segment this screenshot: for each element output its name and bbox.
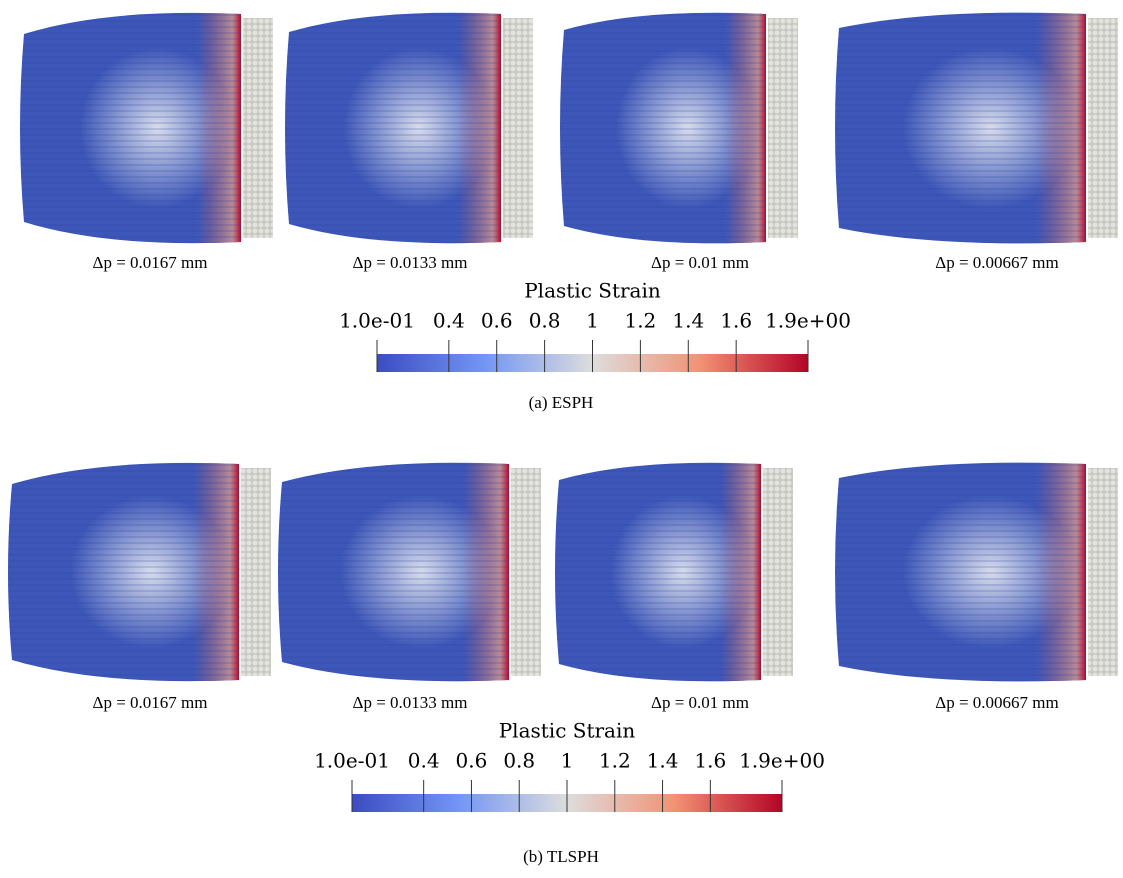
simulation-image [555,463,793,682]
specimen-particles [835,13,1086,244]
rigid-wall [763,468,793,676]
colorbar-tick-label: 1.0e-01 [314,749,390,773]
rigid-wall [241,468,271,676]
image-label: Δp = 0.01 mm [651,693,749,712]
colorbar-tick-label: 1.6 [694,749,726,773]
specimen-particles [835,463,1086,682]
colorbar-tick-label: 1.2 [624,309,656,333]
colorbar-tick-label: 0.6 [456,749,488,773]
colorbar-tick-label: 0.8 [503,749,535,773]
specimen-particles [20,13,241,243]
panel-caption: (a) ESPH [529,393,594,412]
rigid-wall [511,468,541,676]
colorbar-tick-label: 1 [561,749,574,773]
image-label: Δp = 0.0133 mm [353,693,468,712]
image-label: Δp = 0.00667 mm [935,693,1058,712]
image-label: Δp = 0.01 mm [651,253,749,272]
image-label: Δp = 0.00667 mm [935,253,1058,272]
colorbar-tick-label: 0.6 [481,309,513,333]
colorbar-tick-label: 1.9e+00 [739,749,825,773]
image-label: Δp = 0.0167 mm [93,693,208,712]
colorbar-tick-label: 1.9e+00 [765,309,851,333]
rigid-wall [768,18,798,238]
specimen-particles [555,463,761,682]
rigid-wall [1088,468,1118,676]
simulation-image [835,463,1118,682]
specimen-particles [278,463,509,681]
colorbar-tick-label: 0.8 [529,309,561,333]
panel-caption: (b) TLSPH [523,847,599,866]
colorbar-tick-label: 1 [586,309,599,333]
colorbar-tick-label: 0.4 [408,749,440,773]
colorbar-tick-label: 1.4 [647,749,679,773]
image-label: Δp = 0.0133 mm [353,253,468,272]
colorbar-title: Plastic Strain [499,719,636,743]
simulation-image [560,13,798,244]
page: Δp = 0.0167 mm Δp = 0.0133 mm Δp = 0.01 mm… [0,0,1123,878]
rigid-wall [243,18,273,238]
specimen-particles [285,13,501,243]
simulation-image [285,13,533,243]
specimen-particles [560,13,766,244]
simulation-image [278,463,541,681]
colorbar-tick-label: 1.0e-01 [339,309,415,333]
colorbar-tick-label: 1.2 [599,749,631,773]
simulation-image [8,463,271,681]
simulation-image [20,13,273,243]
rigid-wall [1088,18,1118,238]
rigid-wall [503,18,533,238]
simulation-image [835,13,1118,244]
colorbar-tick-label: 1.4 [672,309,704,333]
colorbar-tick-label: 1.6 [720,309,752,333]
figure: Δp = 0.0167 mm Δp = 0.0133 mm Δp = 0.01 mm… [0,0,1123,878]
image-label: Δp = 0.0167 mm [93,253,208,272]
specimen-particles [8,463,239,681]
colorbar-title: Plastic Strain [524,279,661,303]
colorbar-tick-label: 0.4 [433,309,465,333]
